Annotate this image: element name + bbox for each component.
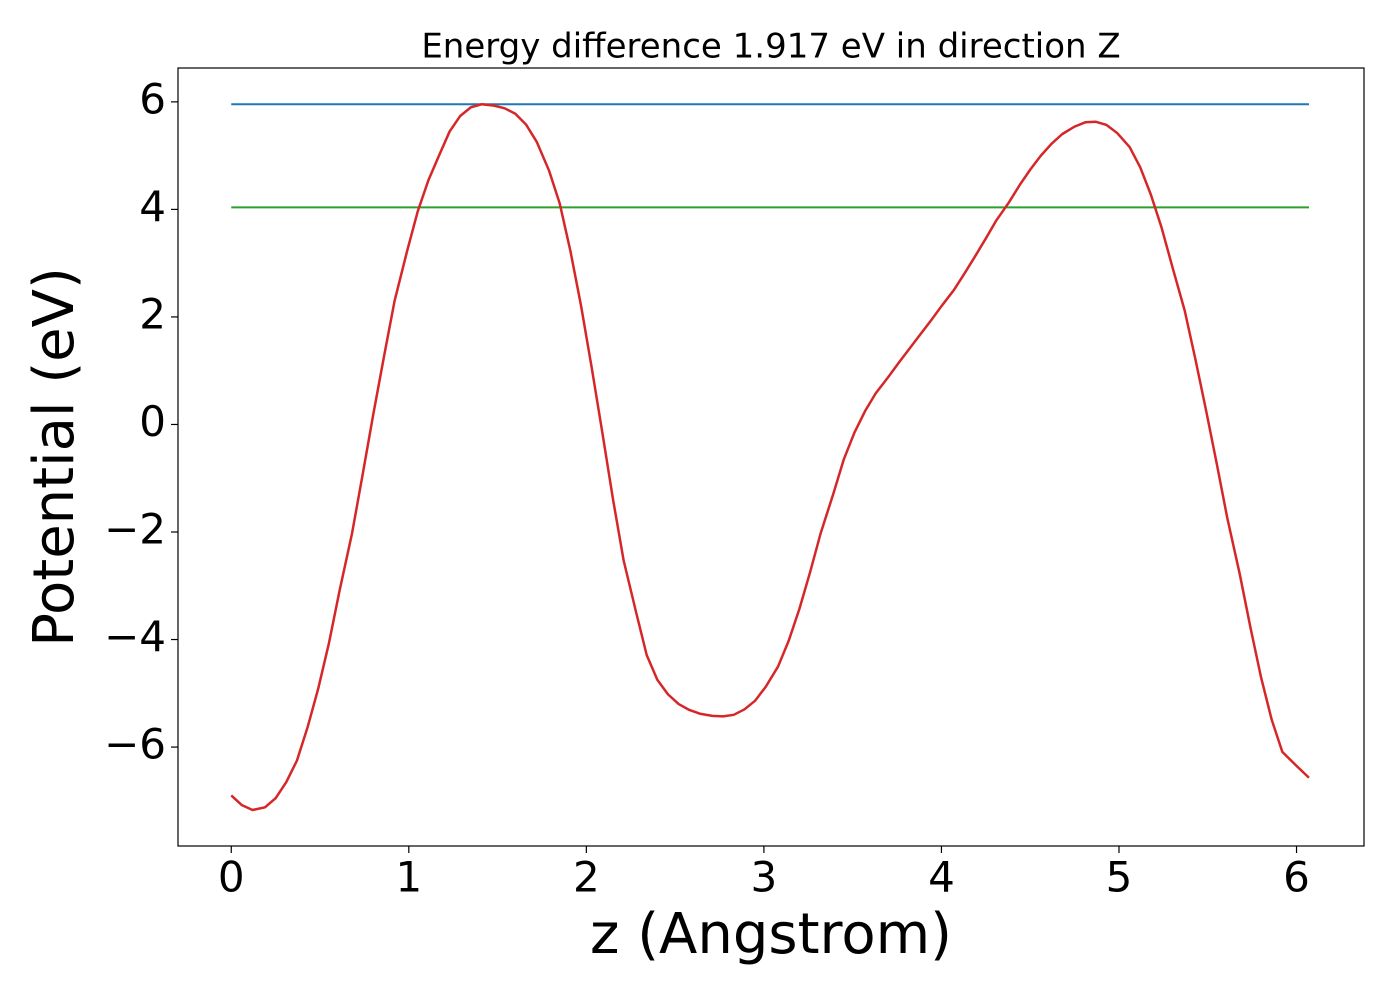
x-tick-label: 2 [573, 853, 600, 902]
y-tick-label: 2 [139, 289, 166, 338]
y-tick-label: −2 [104, 505, 166, 554]
x-tick-label: 4 [928, 853, 955, 902]
x-tick-label: 0 [218, 853, 245, 902]
y-tick-label: 0 [139, 397, 166, 446]
x-tick-label: 5 [1106, 853, 1133, 902]
x-tick-label: 1 [395, 853, 422, 902]
y-tick-label: −6 [104, 720, 166, 769]
line-series [230, 103, 1310, 812]
x-tick-label: 3 [751, 853, 778, 902]
y-tick-label: 6 [139, 74, 166, 123]
y-axis-label: Potential (eV) [22, 267, 87, 647]
x-axis-label: z (Angstrom) [590, 902, 952, 967]
chart-title: Energy difference 1.917 eV in direction … [421, 27, 1120, 67]
y-tick-label: −4 [104, 612, 166, 661]
y-tick-label: 4 [139, 182, 166, 231]
x-tick-label: 6 [1283, 853, 1310, 902]
plot-frame [177, 67, 1365, 847]
